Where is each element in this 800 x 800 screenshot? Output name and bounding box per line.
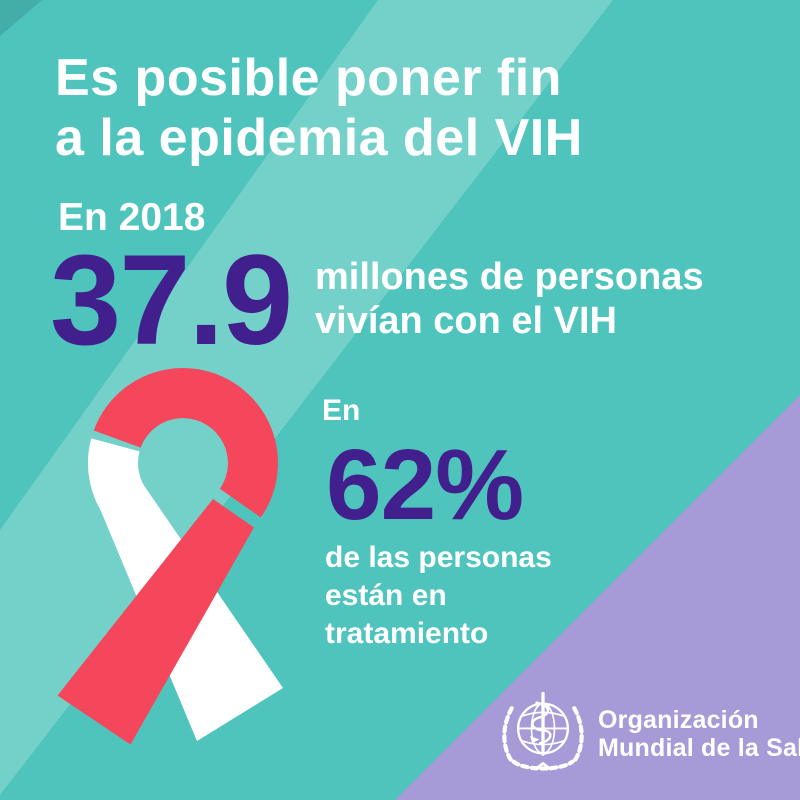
stat-millions-value: 37.9 (50, 229, 293, 372)
stat-millions-label: millones de personas vivían con el VIH (315, 255, 704, 343)
who-logo-text-line-1: Organización (598, 706, 759, 734)
stat-treatment-label: de las personas están en tratamiento (325, 539, 552, 653)
stat-treatment-label-line-1: de las personas (325, 541, 552, 574)
stat-treatment-label-line-3: tratamiento (325, 617, 489, 650)
ribbon-red-loop (93, 368, 278, 518)
title-line-2: a la epidemia del VIH (55, 109, 583, 167)
who-emblem-icon (502, 691, 584, 771)
stat-treatment-label-line-2: están en (325, 579, 447, 612)
ribbon-red-band (57, 499, 254, 745)
year-label: En 2018 (58, 196, 206, 239)
who-logo-text: Organización Mundial de la Salud (598, 706, 800, 762)
stat-millions-label-line-1: millones de personas (315, 256, 704, 298)
stat-millions-label-line-2: vivían con el VIH (315, 300, 617, 342)
who-logo-text-line-2: Mundial de la Salud (598, 734, 800, 762)
who-logo: Organización Mundial de la Salud (497, 688, 800, 780)
hiv-awareness-ribbon-icon (57, 368, 283, 745)
stat-treatment-intro: En (322, 394, 361, 427)
stat-treatment-value: 62% (326, 429, 524, 541)
page-title: Es posible poner fin a la epidemia del V… (55, 48, 583, 168)
title-line-1: Es posible poner fin (55, 49, 562, 107)
